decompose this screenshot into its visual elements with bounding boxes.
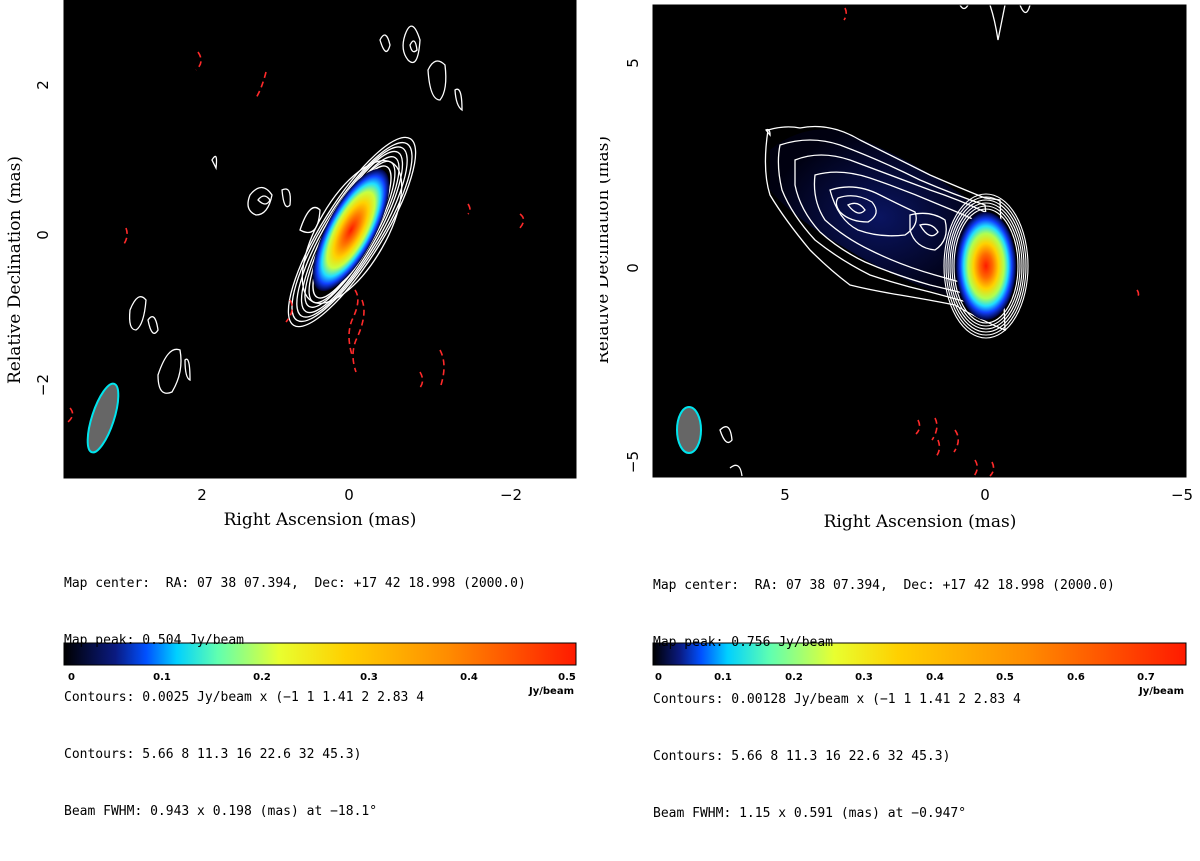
right-cb-tick-2: 0.2 <box>785 672 803 683</box>
left-x-tick-2: −2 <box>500 486 522 504</box>
right-x-tick-0: 5 <box>780 486 790 504</box>
right-y-tick-0: 5 <box>624 58 642 68</box>
right-core-emission <box>956 212 1016 320</box>
left-colorbar <box>63 642 577 666</box>
left-cb-tick-5: 0.5 <box>558 672 576 683</box>
left-y-axis-title: Relative Declination (mas) <box>5 156 25 384</box>
right-cb-tick-6: 0.6 <box>1067 672 1085 683</box>
left-core-emission <box>312 168 390 292</box>
right-y-tick-1: 0 <box>624 263 642 273</box>
left-y-tick-1: 0 <box>34 230 52 240</box>
left-y-tick-2: −2 <box>34 374 52 396</box>
right-cb-tick-1: 0.1 <box>714 672 732 683</box>
right-x-tick-1: 0 <box>980 486 990 504</box>
right-caption-map-center: Map center: RA: 07 38 07.394, Dec: +17 4… <box>653 578 1115 593</box>
left-map-panel: 2 0 −2 2 0 −2 Right Ascension (mas) Rela… <box>0 0 600 819</box>
right-cb-tick-0: 0 <box>655 672 662 683</box>
left-cb-unit: Jy/beam <box>528 686 574 697</box>
left-x-axis-title: Right Ascension (mas) <box>224 510 417 530</box>
left-map-figure: 2 0 −2 2 0 −2 Right Ascension (mas) Rela… <box>5 0 577 697</box>
right-colorbar <box>652 642 1187 666</box>
right-y-tick-2: −5 <box>624 451 642 473</box>
left-y-tick-0: 2 <box>34 80 52 90</box>
right-map-figure: 5 0 −5 5 0 −5 Right Ascension (mas) Rela… <box>600 4 1193 697</box>
right-caption-beam: Beam FWHM: 1.15 x 0.591 (mas) at −0.947° <box>653 806 967 821</box>
right-cb-unit: Jy/beam <box>1138 686 1184 697</box>
right-x-axis-title: Right Ascension (mas) <box>824 512 1017 532</box>
right-cb-tick-4: 0.4 <box>926 672 944 683</box>
right-map-caption: Map center: RA: 07 38 07.394, Dec: +17 4… <box>653 538 1115 861</box>
right-cb-tick-7: 0.7 <box>1137 672 1155 683</box>
left-contour-map <box>67 25 525 454</box>
right-caption-map-peak: Map peak: 0.756 Jy/beam <box>653 635 834 650</box>
right-contour-map <box>676 5 1140 477</box>
left-beam-ellipse <box>86 382 120 454</box>
left-caption-map-peak: Map peak: 0.504 Jy/beam <box>64 633 245 648</box>
left-cb-tick-0: 0 <box>68 672 75 683</box>
left-x-tick-1: 0 <box>344 486 354 504</box>
right-cb-tick-3: 0.3 <box>855 672 873 683</box>
left-map-plot-area <box>64 0 576 478</box>
left-caption-contours-2: Contours: 5.66 8 11.3 16 22.6 32 45.3) <box>64 747 362 762</box>
right-caption-contours-1: Contours: 0.00128 Jy/beam x (−1 1 1.41 2… <box>653 692 1021 707</box>
left-cb-tick-2: 0.2 <box>253 672 271 683</box>
left-cb-tick-1: 0.1 <box>153 672 171 683</box>
right-beam-ellipse <box>676 406 702 454</box>
right-y-axis-title: Relative Declination (mas) <box>600 136 613 364</box>
right-cb-tick-5: 0.5 <box>996 672 1014 683</box>
left-caption-beam: Beam FWHM: 0.943 x 0.198 (mas) at −18.1° <box>64 804 378 819</box>
right-x-tick-2: −5 <box>1171 486 1193 504</box>
right-map-panel: 5 0 −5 5 0 −5 Right Ascension (mas) Rela… <box>600 0 1200 821</box>
left-cb-tick-4: 0.4 <box>460 672 478 683</box>
left-x-tick-0: 2 <box>197 486 207 504</box>
left-caption-map-center: Map center: RA: 07 38 07.394, Dec: +17 4… <box>64 576 526 591</box>
right-caption-contours-2: Contours: 5.66 8 11.3 16 22.6 32 45.3) <box>653 749 951 764</box>
left-cb-tick-3: 0.3 <box>360 672 378 683</box>
